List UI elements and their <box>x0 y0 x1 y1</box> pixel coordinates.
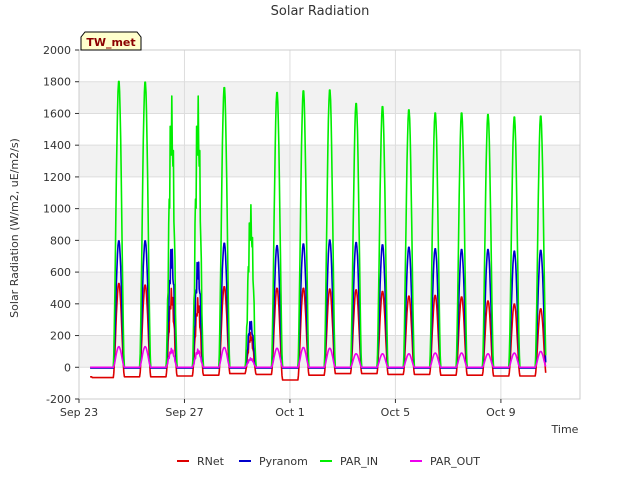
y-tick-label: 600 <box>50 266 71 279</box>
plot-border <box>78 49 581 400</box>
x-tick-label: Oct 1 <box>275 406 305 419</box>
series-layer <box>89 80 547 381</box>
x-tick-label: Sep 27 <box>165 406 203 419</box>
series-line-par-out <box>89 345 547 369</box>
y-axis-label: Solar Radiation (W/m2, uE/m2/s) <box>8 138 21 318</box>
legend: RNet Pyranom PAR_IN PAR_OUT <box>177 455 480 468</box>
legend-item-rnet: RNet <box>177 455 225 468</box>
grid-band <box>79 208 580 241</box>
y-tick-label: -200 <box>46 393 71 406</box>
legend-item-pyranom: Pyranom <box>239 455 308 468</box>
axes: -200 0 200 400 600 800 1000 1200 1400 1600 1800 200… <box>43 44 581 419</box>
y-tick-label: 1200 <box>43 171 71 184</box>
y-tick-label: 1600 <box>43 107 71 120</box>
station-badge: TW_met <box>80 31 142 51</box>
grid-band <box>79 335 580 368</box>
legend-label: PAR_IN <box>340 455 378 468</box>
y-tick-label: 1400 <box>43 139 71 152</box>
y-tick-label: 200 <box>50 330 71 343</box>
y-tick-label: 400 <box>50 298 71 311</box>
legend-item-par-in: PAR_IN <box>320 455 378 468</box>
y-tick-label: 800 <box>50 234 71 247</box>
x-tick-label: Oct 5 <box>381 406 411 419</box>
legend-item-par-out: PAR_OUT <box>410 455 480 468</box>
badge-shape <box>80 31 142 51</box>
series-line-pyranom <box>89 239 547 369</box>
legend-label: RNet <box>197 455 225 468</box>
y-tick-label: 2000 <box>43 44 71 57</box>
chart-title: Solar Radiation <box>271 4 370 19</box>
badge-label: TW_met <box>86 36 135 49</box>
x-tick-label: Sep 23 <box>60 406 98 419</box>
x-axis-label: Time <box>551 423 579 436</box>
y-tick-label: 1800 <box>43 76 71 89</box>
grid-band <box>79 145 580 177</box>
y-tick-label: 1000 <box>43 203 71 216</box>
legend-label: PAR_OUT <box>430 455 480 468</box>
grid-band <box>79 272 580 304</box>
x-tick-label: Oct 9 <box>486 406 516 419</box>
y-tick-label: 0 <box>64 361 71 374</box>
legend-label: Pyranom <box>259 455 308 468</box>
series-line-rnet <box>89 282 547 381</box>
